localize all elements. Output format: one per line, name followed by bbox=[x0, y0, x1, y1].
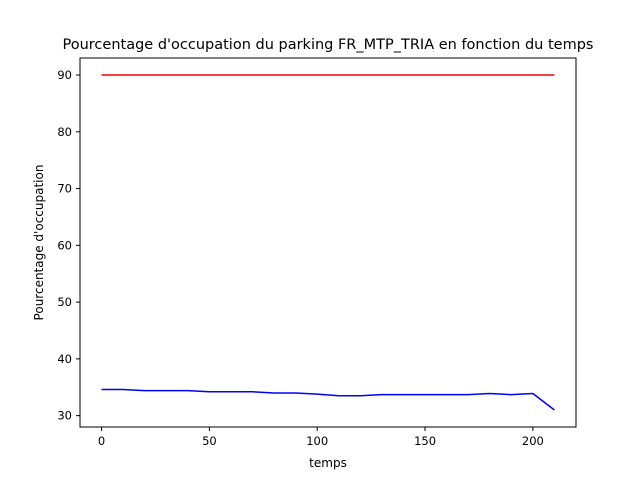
y-tick-label: 30 bbox=[57, 409, 72, 423]
x-axis-label: temps bbox=[309, 456, 347, 470]
x-tick-label: 100 bbox=[306, 434, 328, 448]
x-tick-label: 50 bbox=[202, 434, 217, 448]
x-tick-label: 0 bbox=[98, 434, 105, 448]
y-tick-label: 50 bbox=[57, 295, 72, 309]
y-tick-label: 80 bbox=[57, 125, 72, 139]
x-tick-label: 150 bbox=[414, 434, 436, 448]
chart-title: Pourcentage d'occupation du parking FR_M… bbox=[63, 37, 594, 53]
series-line-2 bbox=[101, 388, 555, 411]
x-axis-ticks: 0 50 100 150 200 bbox=[98, 427, 544, 448]
y-axis-ticks: 30 40 50 60 70 80 90 bbox=[57, 68, 80, 423]
x-tick-label: 200 bbox=[522, 434, 544, 448]
y-tick-label: 70 bbox=[57, 182, 72, 196]
plot-area-frame bbox=[79, 57, 577, 428]
y-tick-label: 40 bbox=[57, 352, 72, 366]
y-tick-label: 90 bbox=[57, 68, 72, 82]
y-axis-label: Pourcentage d'occupation bbox=[32, 165, 46, 321]
series-layer bbox=[101, 74, 555, 411]
y-tick-label: 60 bbox=[57, 238, 72, 252]
